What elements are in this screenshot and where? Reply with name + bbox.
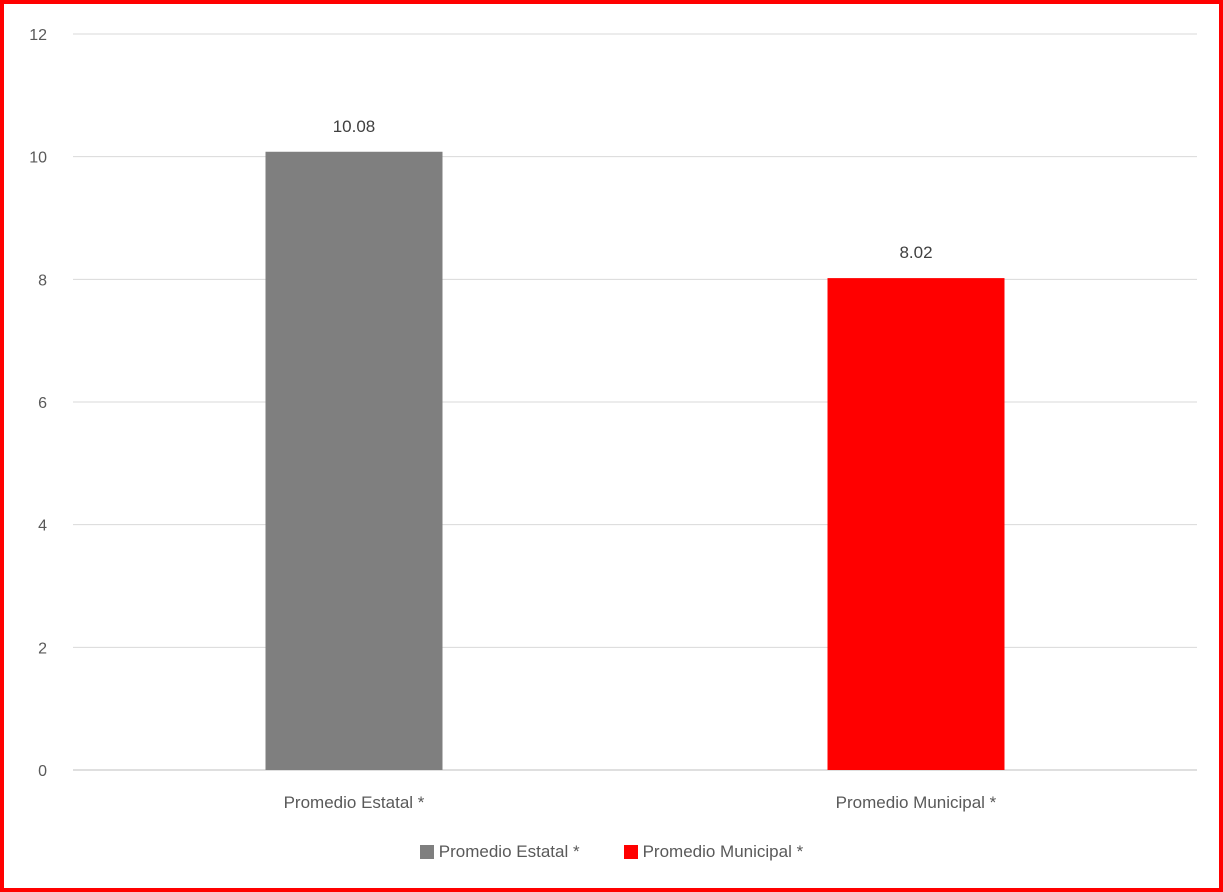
legend-swatch-municipal — [623, 845, 638, 859]
y-tick-label: 8 — [38, 272, 47, 289]
chart-legend: Promedio Estatal * Promedio Municipal * — [0, 842, 1223, 862]
y-tick-label: 0 — [38, 763, 47, 780]
legend-swatch-estatal — [419, 845, 434, 859]
y-tick-label: 10 — [29, 150, 47, 167]
y-tick-label: 4 — [38, 518, 47, 535]
legend-label-estatal: Promedio Estatal * — [438, 842, 580, 861]
data-label: 8.02 — [899, 243, 932, 262]
y-tick-label: 12 — [29, 27, 47, 44]
y-tick-label: 6 — [38, 395, 47, 412]
legend-item-municipal: Promedio Municipal * — [623, 842, 804, 862]
y-tick-label: 2 — [38, 640, 47, 657]
legend-label-municipal: Promedio Municipal * — [642, 842, 804, 861]
bar — [827, 278, 1005, 770]
data-label: 10.08 — [333, 117, 376, 136]
legend-item-estatal: Promedio Estatal * — [419, 842, 580, 862]
x-tick-label: Promedio Estatal * — [284, 793, 425, 812]
bar — [265, 151, 443, 770]
x-tick-label: Promedio Municipal * — [836, 793, 997, 812]
